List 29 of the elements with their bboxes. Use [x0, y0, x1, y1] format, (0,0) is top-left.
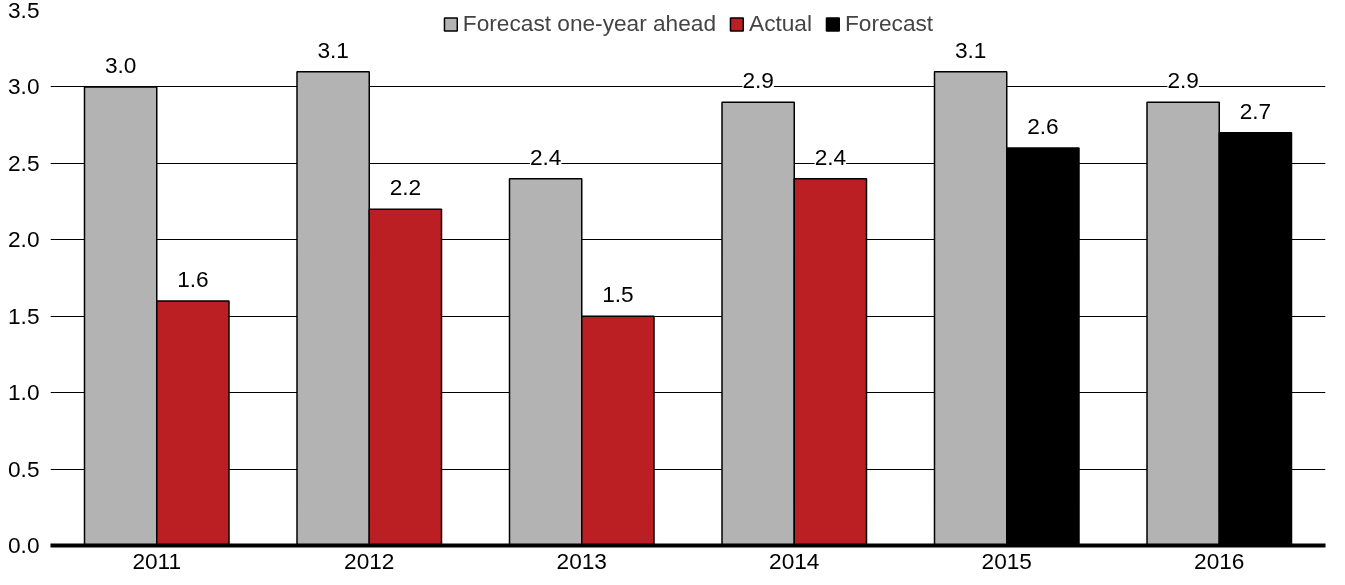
data-label: 2.4 [814, 143, 847, 170]
y-tick-label: 3.5 [8, 0, 40, 23]
data-label: 2.7 [1239, 97, 1272, 124]
legend-label: Forecast one-year ahead [462, 10, 717, 37]
x-tick-label: 2014 [769, 547, 820, 574]
data-label: 2.6 [1027, 113, 1059, 140]
data-label: 3.1 [954, 36, 987, 63]
x-tick-label: 2013 [556, 547, 607, 574]
legend-label: Forecast [844, 10, 934, 37]
x-tick-label: 2011 [132, 547, 182, 574]
data-label: 3.0 [104, 51, 137, 78]
y-tick-label: 2.0 [8, 226, 40, 253]
y-tick-label: 1.5 [8, 302, 40, 329]
x-tick-label: 2015 [981, 547, 1032, 574]
data-label: 2.4 [529, 143, 562, 170]
data-label: 2.9 [1167, 67, 1199, 94]
data-label: 1.6 [177, 265, 209, 292]
y-tick-label: 1.0 [8, 379, 40, 406]
y-tick-label: 2.5 [8, 149, 40, 176]
data-label: 2.9 [742, 67, 774, 94]
data-label: 2.2 [389, 174, 422, 201]
legend-label: Actual [749, 10, 812, 37]
y-tick-label: 0.5 [8, 455, 40, 482]
x-tick-label: 2016 [1194, 547, 1245, 574]
y-tick-label: 0.0 [8, 532, 40, 558]
y-tick-label: 3.0 [8, 73, 40, 100]
data-label: 1.5 [602, 281, 634, 308]
data-label: 3.1 [317, 36, 349, 63]
x-tick-label: 2012 [344, 547, 395, 574]
